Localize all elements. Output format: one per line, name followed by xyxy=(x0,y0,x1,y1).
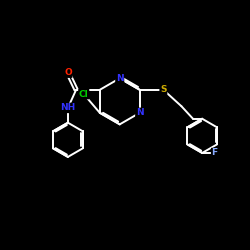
Text: NH: NH xyxy=(60,104,76,112)
Text: O: O xyxy=(64,68,72,77)
Text: Cl: Cl xyxy=(79,90,88,98)
Text: N: N xyxy=(136,108,143,117)
Text: F: F xyxy=(212,148,218,158)
Text: S: S xyxy=(160,85,166,94)
Text: N: N xyxy=(116,74,124,83)
